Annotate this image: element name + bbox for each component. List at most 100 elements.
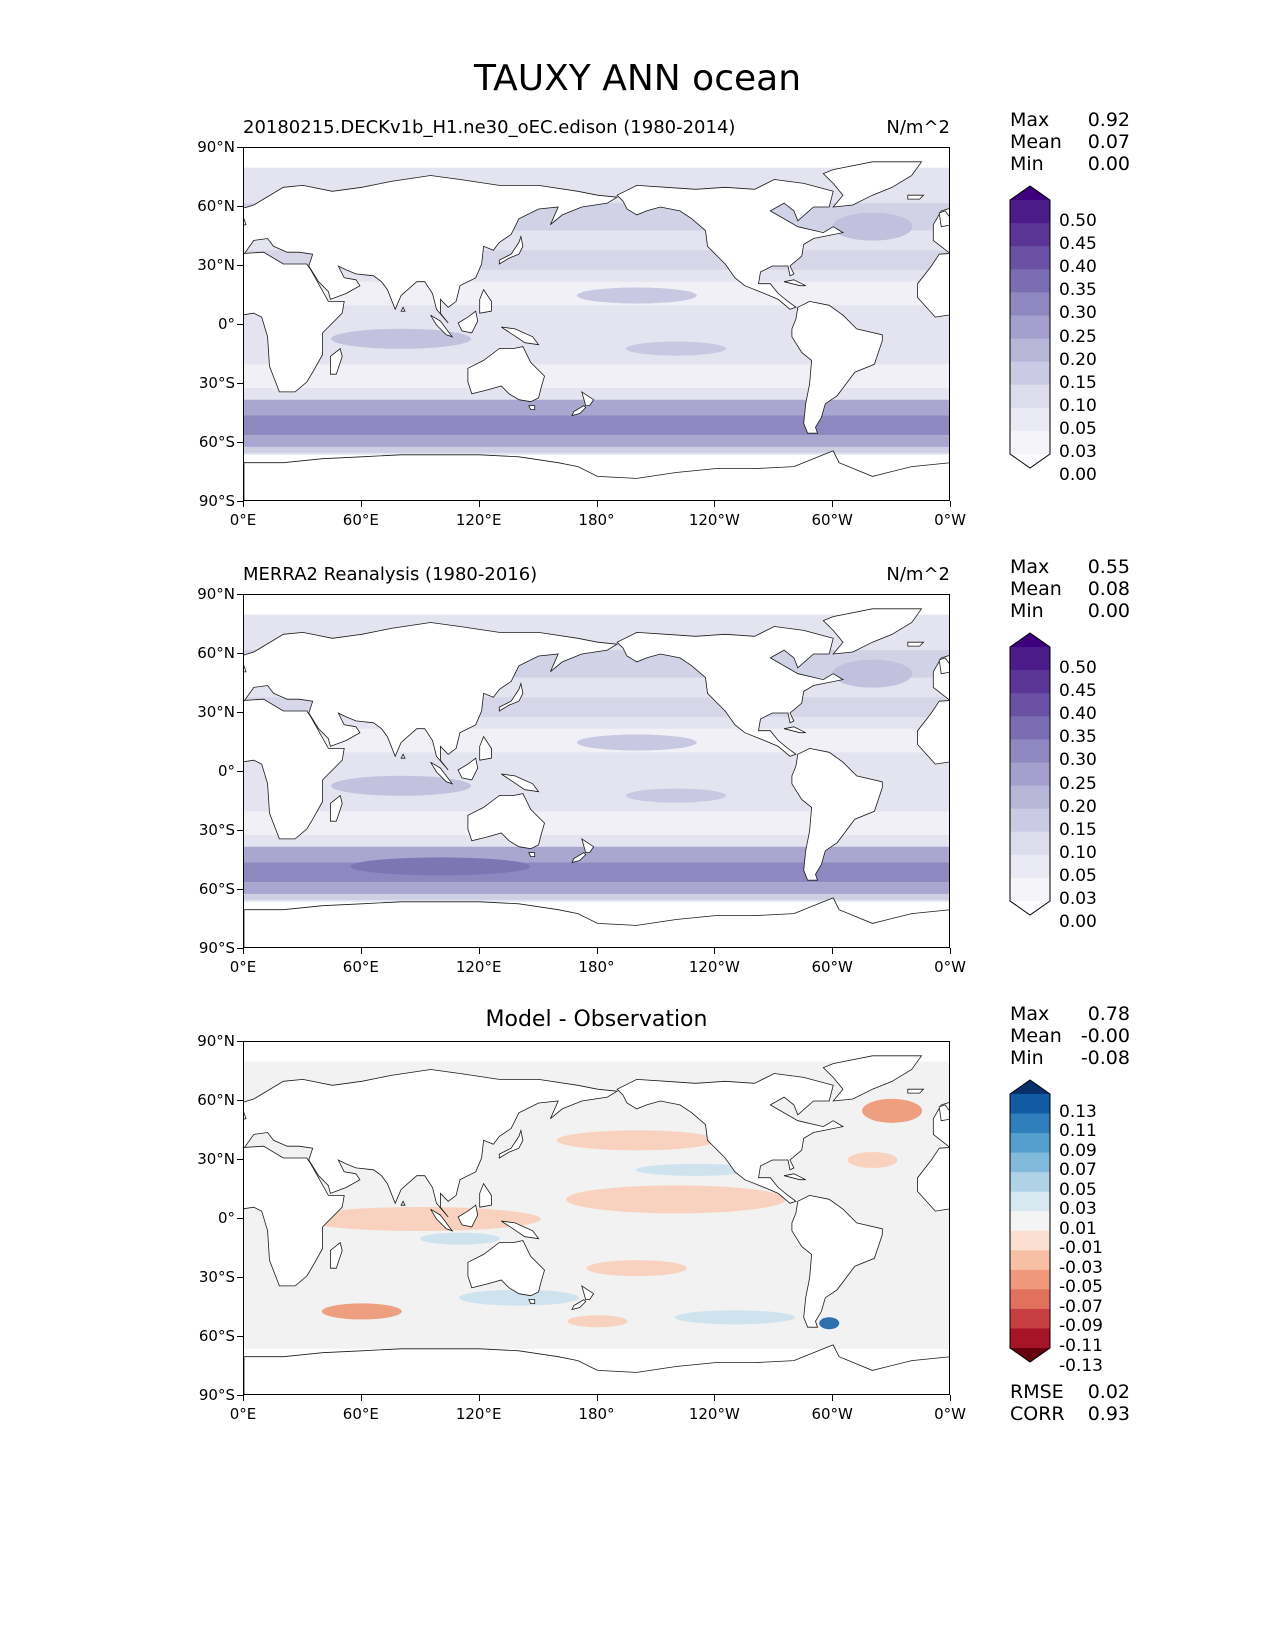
colorbar-segment — [1010, 1211, 1050, 1232]
landmass-phil — [479, 735, 492, 761]
lat-tick-label: 60°N — [197, 644, 235, 662]
lat-tick — [237, 206, 243, 207]
lat-tick — [237, 594, 243, 595]
stat-value: 0.00 — [1087, 600, 1130, 622]
colorbar-tick-label: -0.03 — [1059, 1257, 1103, 1278]
colorbar-extend-max — [1010, 1080, 1050, 1094]
colorbar-tick-label: 0.00 — [1059, 912, 1097, 933]
lon-tick-label: 120°W — [688, 511, 740, 529]
colorbar-tick-label: 0.35 — [1059, 280, 1097, 301]
landmass-cuba — [784, 726, 806, 734]
colorbar-tick-label: 0.30 — [1059, 303, 1097, 324]
landmass-africa-wrap — [917, 253, 949, 318]
colorbar-segment — [1010, 430, 1050, 455]
landmass-newZealand — [581, 1284, 595, 1301]
colorbar-extend-max — [1010, 633, 1050, 647]
map-svg — [244, 1055, 949, 1394]
colorbar-tick-label: 0.03 — [1059, 442, 1097, 462]
colorbar-outline — [1009, 1079, 1051, 1363]
lat-tick-label: 90°S — [198, 1386, 235, 1404]
colorbar-segment — [1010, 361, 1050, 386]
landmass-srilanka — [400, 753, 406, 759]
panel-units: N/m^2 — [886, 117, 950, 138]
lat-tick-label: 60°S — [198, 880, 235, 898]
stat-value: 0.55 — [1087, 556, 1130, 578]
lat-tick-label: 90°N — [197, 138, 235, 156]
landmass-northAmerica — [616, 1073, 845, 1204]
lon-tick — [950, 1395, 951, 1401]
colorbar-tick-label: 0.25 — [1059, 773, 1097, 794]
colorbar-tick-label: 0.30 — [1059, 750, 1097, 771]
lon-tick — [360, 948, 362, 954]
colorbar-tick-label: 0.35 — [1059, 727, 1097, 748]
lon-tick-label: 0°E — [229, 958, 257, 976]
lat-tick-label: 30°S — [198, 374, 235, 392]
landmass-antarctica — [244, 450, 949, 500]
map-plot — [243, 1041, 950, 1395]
field-blob-pacific-n — [576, 734, 697, 751]
stat-key: Min — [1010, 1047, 1044, 1069]
landmass-greenland — [822, 161, 923, 208]
lon-tick — [243, 1395, 244, 1401]
stat-value: 0.92 — [1087, 109, 1130, 131]
lat-tick-label: 60°S — [198, 1327, 235, 1345]
diff-blob-drake — [819, 1317, 840, 1330]
colorbar-tick-label: 0.03 — [1059, 889, 1097, 909]
lon-tick-label: 120°E — [455, 958, 502, 976]
colorbar-segment — [1010, 246, 1050, 270]
lat-tick-label: 90°S — [198, 492, 235, 510]
landmass-eurasia — [244, 622, 619, 771]
lat-tick-label: 30°N — [197, 1150, 235, 1168]
colorbar-tick-label: -0.07 — [1059, 1296, 1103, 1317]
stat-key: Min — [1010, 600, 1044, 622]
stat-row: Mean 0.07 — [1010, 131, 1130, 153]
colorbar-segment — [1010, 292, 1050, 317]
landmass-newGuinea — [501, 326, 540, 346]
landmass-uk — [244, 1112, 247, 1120]
landmass-africa — [244, 251, 345, 393]
colorbar — [1009, 1079, 1051, 1363]
map-plot — [243, 147, 950, 501]
metric-value: 0.93 — [1087, 1403, 1130, 1425]
landmass-uk — [244, 665, 247, 673]
landmass-newZealandS — [571, 405, 587, 417]
lat-tick — [237, 442, 243, 443]
colorbar-segment — [1010, 315, 1050, 340]
metrics-block: RMSE 0.02 CORR 0.93 — [1010, 1381, 1130, 1425]
field-band-edge — [244, 893, 949, 900]
diff-blob-kerguelen — [321, 1303, 402, 1320]
lon-tick — [832, 501, 834, 507]
colorbar-tick-label: -0.05 — [1059, 1277, 1103, 1298]
lat-tick — [237, 1218, 243, 1219]
colorbar-segment — [1010, 1289, 1050, 1310]
landmass-africa — [244, 698, 345, 840]
colorbar-tick-label: 0.13 — [1059, 1101, 1097, 1122]
landmass-northAmerica — [616, 626, 845, 757]
lat-tick-label: 30°N — [197, 703, 235, 721]
panel-title: Model - Observation — [485, 1007, 708, 1032]
field-blob-pacific-s — [626, 788, 727, 803]
field-band-westerlies-south — [244, 435, 949, 447]
stat-key: Min — [1010, 153, 1044, 175]
figure-title: TAUXY ANN ocean — [473, 58, 802, 99]
colorbar-tick-label: 0.50 — [1059, 658, 1097, 679]
landmass-southAmerica — [791, 747, 883, 881]
field-blob-so-strong — [350, 857, 531, 876]
colorbar-tick-label: 0.01 — [1059, 1218, 1097, 1239]
lat-tick-label: 90°N — [197, 1032, 235, 1050]
colorbar-outline — [1009, 632, 1051, 916]
landmass-japan — [498, 681, 524, 712]
panel-title: MERRA2 Reanalysis (1980-2016) — [243, 564, 538, 585]
field-blob-indian — [331, 775, 472, 796]
colorbar-segment — [1010, 877, 1050, 902]
lon-tick — [714, 501, 716, 507]
lon-tick-label: 0°W — [934, 1405, 966, 1423]
landmass-newZealandS — [571, 852, 587, 864]
landmass-africa — [244, 1145, 345, 1287]
landmass-phil — [479, 1182, 492, 1208]
lat-tick-label: 60°N — [197, 197, 235, 215]
lon-tick — [596, 948, 598, 954]
landmass-sumatra — [430, 1208, 454, 1232]
landmass-madagascar — [330, 347, 343, 375]
land-layer — [244, 161, 949, 500]
